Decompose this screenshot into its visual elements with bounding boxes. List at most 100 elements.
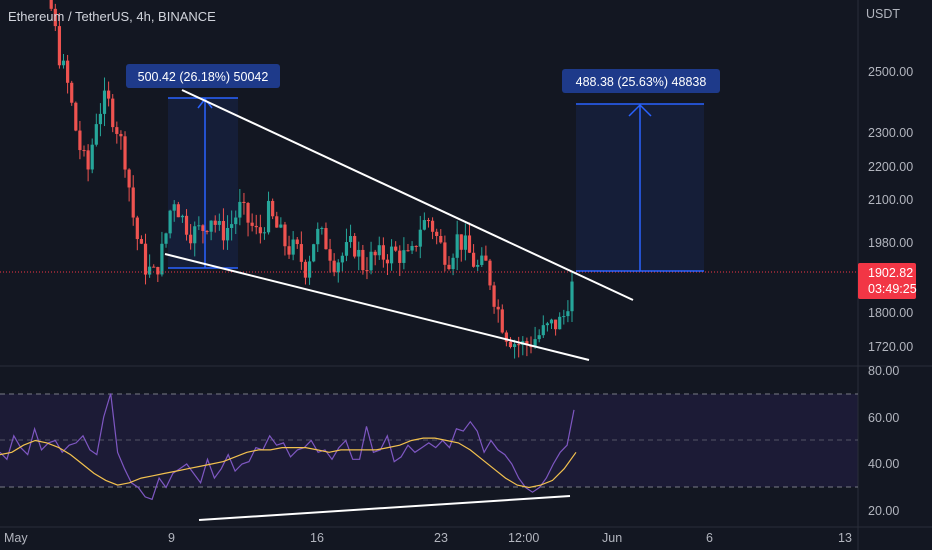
- candle-body: [324, 228, 328, 250]
- rsi-line: [0, 393, 575, 501]
- rsi-tick: 20.00: [868, 504, 899, 518]
- candle-body: [451, 257, 455, 270]
- price-tick: 2100.00: [868, 193, 913, 207]
- candle-body: [152, 266, 156, 268]
- candle-body: [242, 201, 246, 204]
- candle-body: [385, 259, 390, 264]
- candle-body: [537, 335, 541, 340]
- candle-body: [467, 235, 472, 253]
- candle-body: [107, 90, 111, 99]
- candle-body: [549, 319, 554, 324]
- candle-body: [562, 316, 566, 318]
- candle-body: [102, 90, 107, 114]
- candle-body: [217, 221, 221, 225]
- time-tick: 12:00: [508, 531, 539, 545]
- candle-body: [484, 255, 488, 261]
- candle-body: [328, 249, 332, 261]
- time-tick: 16: [310, 531, 324, 545]
- candle-body: [480, 255, 484, 265]
- candle-body: [435, 231, 439, 237]
- candle-body: [86, 150, 90, 170]
- candle-body: [135, 217, 139, 240]
- symbol-title[interactable]: Ethereum / TetherUS, 4h, BINANCE: [8, 9, 216, 24]
- candle-body: [57, 26, 62, 66]
- candle-body: [127, 169, 131, 188]
- candle-body: [418, 229, 422, 247]
- candle-body: [504, 332, 508, 342]
- candle-body: [410, 245, 414, 251]
- candle-body: [389, 246, 394, 264]
- candle-body: [197, 225, 201, 227]
- price-tick: 1800.00: [868, 306, 913, 320]
- candle-body: [131, 187, 135, 218]
- candle-body: [525, 341, 529, 346]
- candle-body: [271, 200, 275, 217]
- candle-body: [213, 220, 217, 225]
- measure-tool-right[interactable]: [576, 103, 704, 272]
- candle-body: [570, 281, 574, 312]
- candle-body: [344, 242, 349, 256]
- rsi-tick: 60.00: [868, 411, 899, 425]
- candle-body: [193, 226, 197, 244]
- candle-body: [471, 252, 476, 267]
- candle-body: [66, 60, 70, 83]
- candle-body: [541, 325, 545, 336]
- candle-body: [234, 217, 238, 225]
- candle-body: [221, 221, 226, 241]
- candle-body: [553, 319, 558, 330]
- measure-right-arrowhead: [628, 103, 652, 117]
- candle-body: [332, 260, 336, 273]
- candle-body: [406, 250, 410, 252]
- time-tick: 6: [706, 531, 713, 545]
- candle-body: [279, 224, 283, 228]
- candle-body: [455, 234, 459, 258]
- measure-left-label: 500.42 (26.18%) 50042: [138, 70, 269, 84]
- candle-body: [262, 232, 267, 234]
- candle-body: [291, 239, 295, 255]
- candle-body: [299, 244, 303, 262]
- candlestick-series[interactable]: [0, 0, 574, 359]
- candle-body: [312, 244, 316, 262]
- candle-body: [373, 251, 377, 256]
- candle-body: [82, 150, 86, 152]
- candle-body: [307, 261, 312, 278]
- candle-body: [426, 220, 431, 222]
- current-price-badge: [858, 263, 916, 299]
- candle-body: [365, 270, 369, 272]
- candle-body: [430, 220, 435, 232]
- candle-body: [414, 245, 418, 247]
- candle-body: [459, 234, 463, 250]
- candle-body: [398, 250, 402, 263]
- candle-body: [53, 8, 57, 27]
- time-tick: Jun: [602, 531, 622, 545]
- candle-body: [381, 245, 385, 260]
- candle-body: [361, 249, 365, 271]
- candle-body: [98, 113, 103, 125]
- candle-body: [123, 136, 127, 170]
- candle-body: [238, 201, 242, 218]
- candle-body: [201, 225, 205, 231]
- upper-trendline[interactable]: [181, 89, 634, 301]
- price-tick: 2300.00: [868, 126, 913, 140]
- candle-body: [517, 344, 521, 346]
- candle-body: [303, 261, 308, 278]
- candle-body: [545, 323, 549, 326]
- candle-body: [111, 98, 115, 128]
- candle-body: [348, 236, 353, 243]
- rsi-divergence-line[interactable]: [198, 495, 571, 521]
- candle-body: [168, 210, 172, 234]
- measure-tool-left[interactable]: [168, 97, 238, 269]
- candle-body: [512, 344, 517, 348]
- rsi-tick: 40.00: [868, 457, 899, 471]
- lower-trendline[interactable]: [164, 253, 590, 361]
- candle-body: [94, 124, 98, 145]
- candle-body: [49, 0, 53, 9]
- time-tick: May: [4, 531, 28, 545]
- candle-body: [184, 215, 189, 235]
- candle-body: [566, 311, 570, 317]
- candle-body: [402, 250, 406, 263]
- candle-body: [78, 130, 82, 151]
- candle-body: [258, 227, 262, 234]
- price-pane[interactable]: [0, 0, 858, 366]
